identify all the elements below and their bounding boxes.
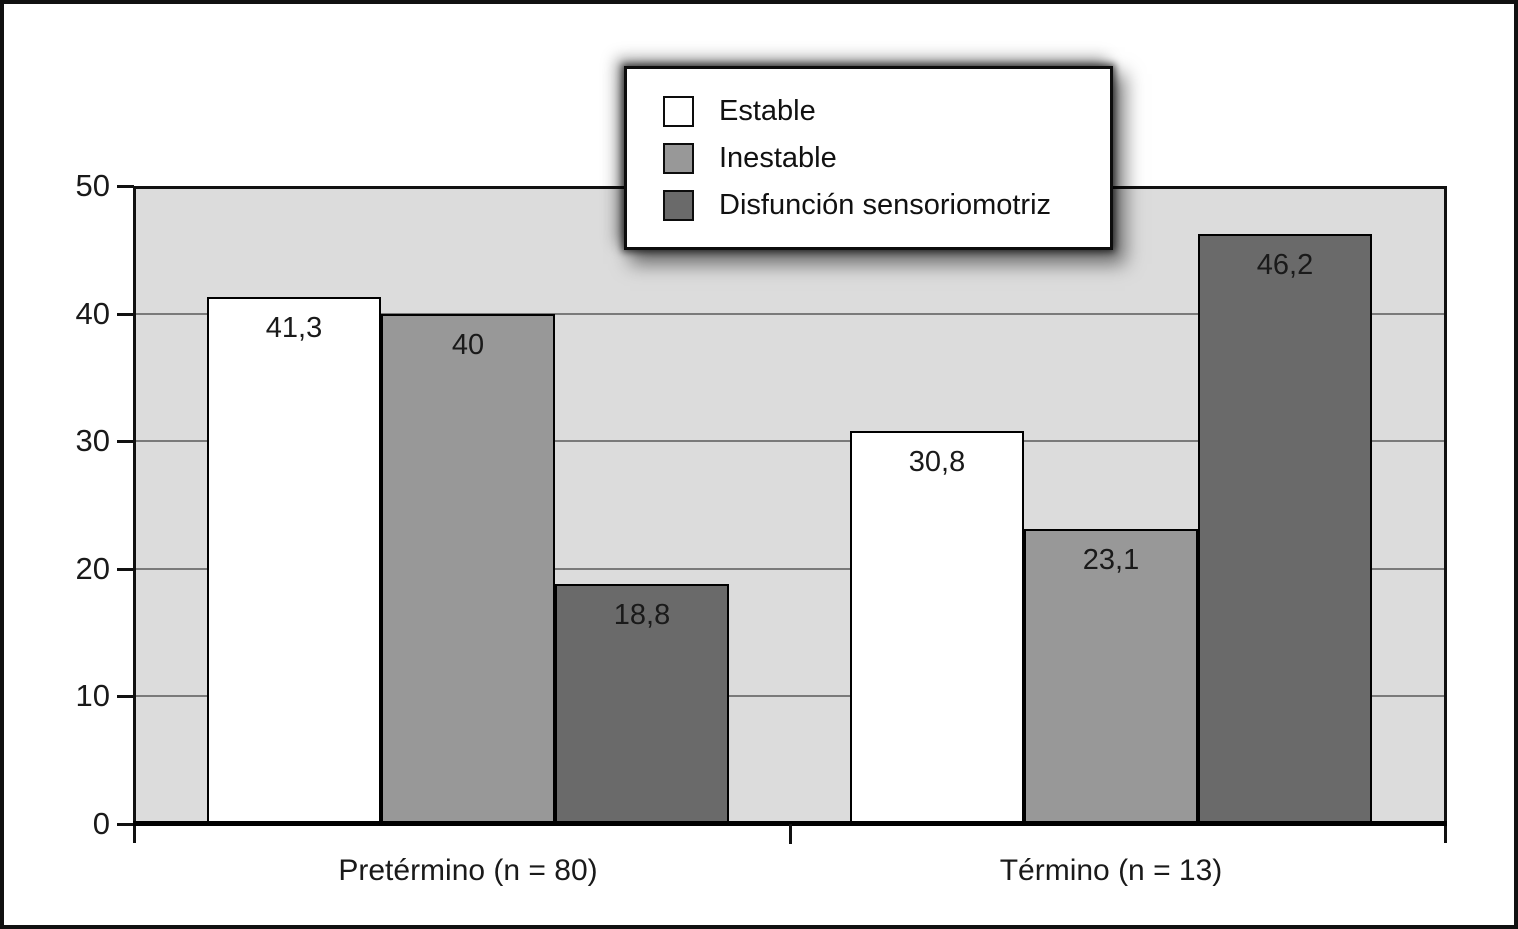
gridline-20 (136, 567, 1444, 570)
gridline-30 (136, 440, 1444, 443)
y-tick-0 (117, 823, 134, 826)
gridline-40 (136, 312, 1444, 315)
gridline-10 (136, 695, 1444, 698)
legend-swatch-disfuncion (663, 189, 694, 221)
bar-estable-group-2: 30,8 (850, 430, 1024, 824)
y-tick-50 (117, 185, 134, 188)
legend-item-disfuncion-sensoriomotriz: Disfunción sensoriomotriz (663, 189, 1110, 221)
legend-label: Estable (719, 94, 816, 127)
x-axis-mid-tick (789, 824, 792, 844)
y-tick-label-50: 50 (75, 168, 110, 203)
plot-right-border (1444, 186, 1447, 843)
y-tick-label-30: 30 (75, 423, 110, 459)
legend-swatch-inestable (663, 142, 694, 174)
category-label-2: Término (n = 13) (999, 854, 1223, 887)
y-tick-label-20: 20 (75, 550, 110, 586)
bar-disfunci-n-sensoriomotriz-group-2: 46,2 (1198, 234, 1372, 824)
y-tick-20 (117, 567, 134, 571)
bar-inestable-group-2: 23,1 (1024, 529, 1198, 824)
y-tick-10 (117, 695, 134, 699)
y-tick-40 (117, 312, 134, 316)
y-tick-label-40: 40 (75, 295, 110, 331)
legend-label: Disfunción sensoriomotriz (719, 188, 1052, 221)
bar-value-label: 23,1 (1082, 544, 1140, 577)
y-tick-label-10: 10 (75, 678, 110, 714)
legend: Estable Inestable Disfunción sensoriomot… (624, 66, 1113, 250)
legend-item-inestable: Inestable (663, 142, 1110, 174)
y-axis-line (133, 186, 136, 843)
bar-disfunci-n-sensoriomotriz-group-1: 18,8 (555, 584, 729, 824)
bar-value-label: 18,8 (613, 599, 671, 632)
bar-value-label: 46,2 (1256, 249, 1314, 282)
bar-inestable-group-1: 40 (381, 313, 555, 824)
bar-value-label: 41,3 (265, 312, 323, 344)
x-axis-line (133, 821, 1447, 826)
y-tick-30 (117, 440, 134, 444)
legend-swatch-estable (663, 95, 694, 127)
legend-item-estable: Estable (663, 95, 1110, 127)
bar-estable-group-1: 41,3 (207, 297, 381, 824)
bar-value-label: 30,8 (908, 445, 966, 478)
y-tick-label-0: 0 (92, 806, 110, 841)
category-label-1: Pretérmino (n = 80) (338, 854, 598, 887)
bar-value-label: 40 (451, 328, 485, 361)
legend-label: Inestable (719, 141, 837, 174)
